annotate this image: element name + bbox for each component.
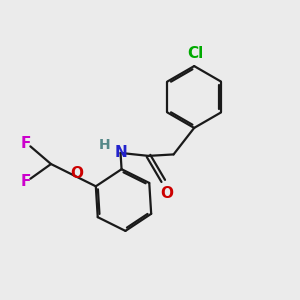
- Text: Cl: Cl: [188, 46, 204, 61]
- Text: N: N: [114, 145, 127, 160]
- Text: O: O: [70, 166, 83, 181]
- Text: O: O: [160, 186, 173, 201]
- Text: F: F: [21, 174, 31, 189]
- Text: F: F: [21, 136, 31, 151]
- Text: H: H: [98, 138, 110, 152]
